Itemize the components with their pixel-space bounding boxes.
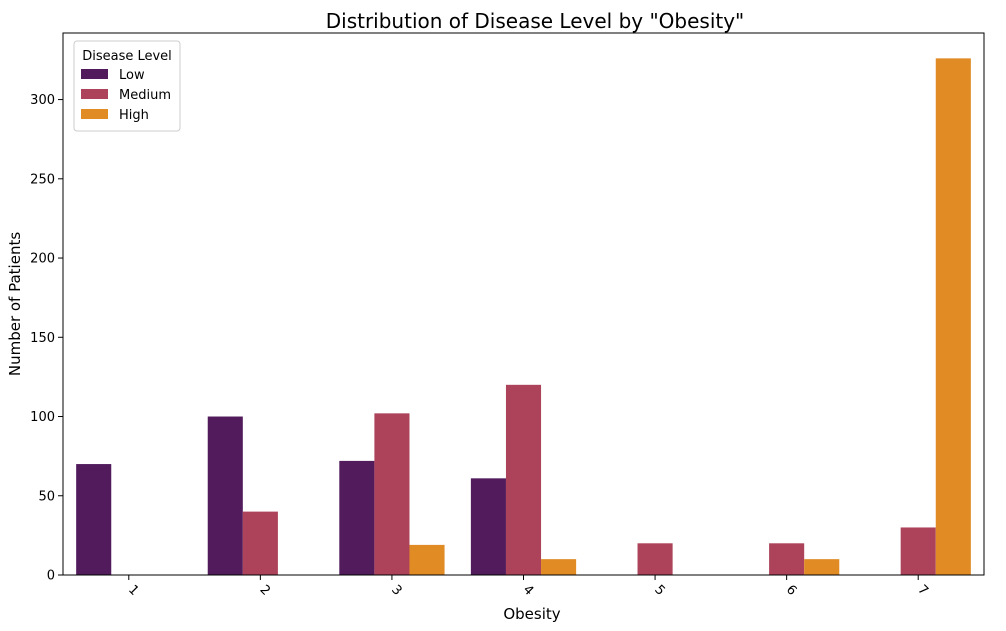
y-tick-label: 50	[38, 489, 55, 504]
plot-area: 0 50 100 150 200 250 300 1 2 3 4 5 6 7	[30, 58, 971, 599]
bar-medium-5	[637, 543, 673, 575]
legend: Disease Level Low Medium High	[73, 40, 181, 132]
x-axis-title: Obesity	[503, 605, 560, 623]
bar-low-4	[470, 478, 506, 575]
x-tick-label: 6	[783, 582, 799, 598]
bar-low-3	[339, 460, 375, 575]
bar-medium-4	[505, 384, 542, 575]
bar-high-7	[935, 58, 971, 576]
bar-high-6	[804, 559, 840, 575]
x-tick-label: 5	[651, 582, 667, 598]
bar-medium-2	[242, 511, 278, 575]
legend-label-medium: Medium	[119, 88, 171, 103]
legend-box	[73, 40, 181, 132]
y-tick-label: 200	[30, 252, 55, 267]
y-tick-label: 0	[47, 569, 55, 584]
y-tick-label: 300	[30, 93, 55, 108]
x-tick-label: 4	[520, 582, 536, 598]
x-tick-label: 1	[125, 582, 141, 598]
bar-medium-3	[374, 413, 410, 575]
x-tick-label: 3	[388, 582, 404, 598]
legend-label-low: Low	[119, 68, 145, 83]
y-tick-label: 250	[30, 172, 55, 187]
x-tick-label: 2	[257, 582, 273, 598]
plot-frame	[62, 32, 985, 576]
chart-title: Distribution of Disease Level by "Obesit…	[326, 9, 745, 33]
legend-items: Low Medium High	[81, 68, 171, 123]
legend-swatch-low	[81, 69, 108, 79]
legend-swatch-high	[81, 109, 108, 119]
y-tick-label: 150	[30, 331, 55, 346]
bar-low-1	[76, 464, 112, 575]
bar-low-2	[207, 416, 243, 575]
bar-high-4	[541, 559, 577, 575]
bar-medium-7	[900, 527, 936, 575]
legend-title: Disease Level	[82, 49, 172, 64]
x-tick-label: 7	[914, 582, 930, 598]
legend-label-high: High	[119, 108, 149, 123]
y-axis-title: Number of Patients	[6, 232, 24, 376]
bar-medium-6	[769, 543, 805, 575]
y-tick-label: 100	[30, 410, 55, 425]
legend-swatch-medium	[81, 89, 108, 99]
bar-high-3	[409, 544, 445, 575]
